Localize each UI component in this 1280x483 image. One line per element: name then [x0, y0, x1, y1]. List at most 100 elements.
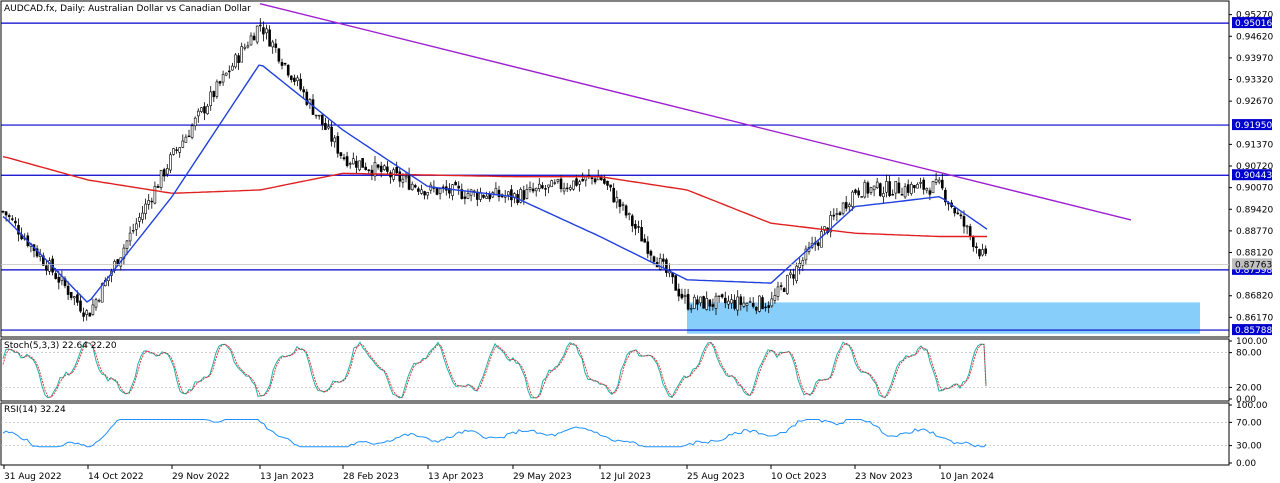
candle-body-623: [621, 204, 625, 206]
candle-body-93: [91, 304, 95, 315]
candle-body-527: [525, 189, 529, 199]
candle-body-130: [128, 232, 132, 242]
candle-body-763: [761, 297, 764, 310]
candle-body-77: [76, 294, 79, 303]
candle-body-173: [172, 148, 175, 155]
candle-body-350: [348, 163, 352, 165]
support-zone-layer: [687, 302, 1200, 334]
date-tick-label: 12 Jul 2023: [600, 472, 651, 482]
candle-body-6: [4, 211, 8, 216]
candle-body-924: [922, 179, 926, 190]
candle-body-905: [903, 186, 907, 198]
candle-body-338: [336, 136, 340, 154]
candle-body-46: [45, 265, 48, 271]
candle-body-177: [175, 149, 178, 151]
candle-body-573: [572, 180, 575, 190]
candle-body-834: [832, 214, 836, 217]
date-tick-label: 14 Oct 2022: [88, 472, 144, 482]
price-tick-label: 0.90720: [1236, 162, 1273, 172]
candle-body-533: [531, 188, 535, 192]
candle-body-146: [144, 203, 147, 214]
candle-body-301: [299, 78, 302, 90]
candle-body-806: [804, 248, 808, 261]
candle-body-291: [289, 75, 293, 80]
candle-body-192: [190, 125, 194, 138]
candle-body-149: [147, 200, 150, 205]
candle-body-356: [355, 160, 358, 168]
candle-body-697: [696, 299, 699, 305]
candle-body-223: [221, 74, 225, 83]
date-tick-label: 23 Nov 2023: [855, 472, 913, 482]
candle-body-555: [553, 182, 557, 184]
candle-body-282: [280, 62, 284, 66]
support-zone: [687, 302, 1200, 334]
chart-title: AUDCAD.fx, Daily: Australian Dollar vs C…: [4, 4, 251, 14]
candle-body-263: [262, 27, 265, 35]
candle-body-139: [138, 217, 141, 222]
candle-body-369: [367, 169, 371, 171]
candle-body-604: [603, 178, 606, 184]
candle-body-319: [317, 114, 321, 117]
candle-body-164: [162, 169, 166, 177]
candle-body-766: [764, 306, 767, 309]
candle-body-639: [637, 226, 640, 228]
candle-body-564: [562, 187, 566, 192]
candle-body-902: [900, 194, 904, 196]
price-tick-label: 0.93320: [1236, 76, 1273, 86]
stoch-tick-label: 0.00: [1236, 395, 1256, 405]
candle-body-890: [888, 181, 891, 196]
candle-body-648: [646, 241, 650, 254]
candle-body-831: [829, 215, 833, 233]
candles-layer: [1, 18, 988, 322]
candle-body-958: [956, 212, 960, 215]
rsi-panel-frame: [0, 402, 1230, 466]
candle-body-942: [940, 179, 944, 189]
level-tag-label: 0.95016: [1235, 19, 1272, 29]
candle-body-152: [150, 200, 154, 203]
candle-body-161: [159, 170, 163, 188]
candle-body-626: [624, 205, 628, 216]
candle-body-645: [643, 238, 647, 243]
candle-body-12: [11, 218, 14, 220]
candle-body-87: [85, 310, 88, 315]
level-tag-2: [1232, 169, 1272, 181]
candle-body-298: [296, 77, 299, 82]
candle-body-508: [506, 191, 510, 196]
candle-body-208: [206, 105, 209, 115]
stoch-panel-frame: [0, 338, 1230, 402]
price-tick-label: 0.93970: [1236, 54, 1273, 64]
candle-body-524: [522, 190, 526, 200]
candle-body-400: [398, 171, 402, 182]
rsi-tick-label: 30.00: [1236, 442, 1262, 452]
candle-body-775: [773, 295, 777, 301]
candle-body-530: [528, 187, 532, 190]
candle-body-329: [327, 126, 330, 129]
candle-body-260: [258, 24, 262, 27]
candle-body-136: [135, 223, 138, 230]
candle-body-750: [748, 301, 752, 303]
candle-body-170: [169, 154, 172, 171]
candle-body-660: [658, 258, 662, 270]
candle-body-856: [854, 189, 857, 193]
level-tag-4: [1232, 324, 1272, 336]
candle-body-239: [237, 55, 240, 64]
candle-body-704: [702, 296, 705, 309]
candle-body-629: [627, 213, 631, 215]
candle-body-242: [240, 46, 243, 63]
candle-body-611: [609, 184, 612, 188]
candle-body-682: [680, 293, 684, 299]
current-price-tag: [1232, 258, 1272, 270]
date-tick-label: 28 Feb 2023: [343, 472, 399, 482]
candle-body-735: [733, 299, 736, 309]
candle-body-409: [407, 174, 411, 190]
price-tick-label: 0.89420: [1236, 205, 1273, 215]
candle-body-679: [677, 288, 681, 297]
candle-body-955: [953, 207, 957, 214]
candle-body-511: [510, 189, 513, 201]
candle-body-449: [448, 188, 451, 194]
candle-body-276: [274, 43, 278, 48]
rsi-line: [2, 419, 987, 448]
candle-body-868: [866, 182, 870, 194]
candle-body-220: [218, 81, 222, 84]
candle-body-592: [590, 177, 594, 179]
